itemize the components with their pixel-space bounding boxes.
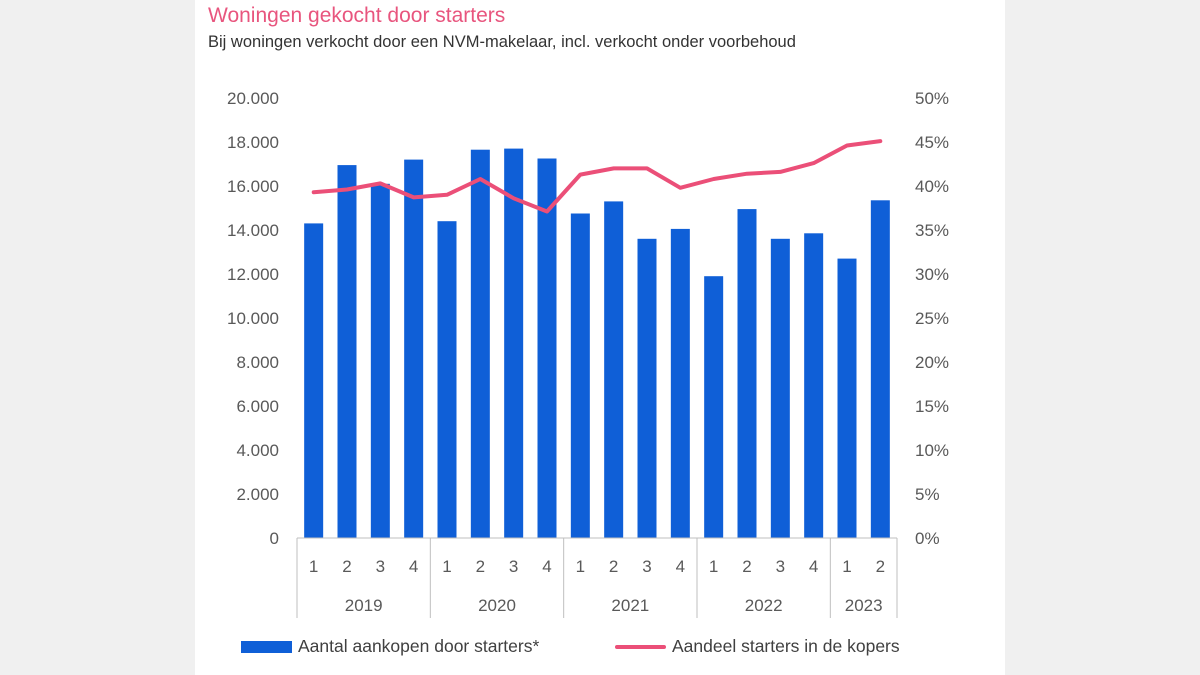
y-left-tick-label: 10.000	[227, 309, 279, 328]
y-right-tick-label: 45%	[915, 133, 949, 152]
bar	[804, 233, 824, 539]
bar	[604, 201, 624, 538]
y-right-tick-label: 25%	[915, 309, 949, 328]
x-tick-label-quarter: 2	[742, 557, 751, 576]
legend-swatch-line	[615, 644, 666, 649]
bar	[704, 276, 724, 538]
bar	[470, 149, 490, 538]
y-right-tick-label: 20%	[915, 353, 949, 372]
bar	[770, 238, 790, 539]
chart-title: Woningen gekocht door starters	[208, 4, 506, 27]
x-tick-label-quarter: 1	[576, 557, 585, 576]
x-tick-label-quarter: 2	[876, 557, 885, 576]
bar	[670, 228, 690, 538]
x-tick-label-quarter: 4	[676, 557, 685, 576]
x-tick-label-quarter: 1	[309, 557, 318, 576]
legend-item-bars: Aantal aankopen door starters*	[241, 636, 539, 657]
y-right-tick-label: 30%	[915, 265, 949, 284]
y-left-tick-label: 20.000	[227, 89, 279, 108]
y-right-tick-label: 35%	[915, 221, 949, 240]
bar	[404, 159, 424, 538]
y-left-tick-label: 6.000	[236, 397, 279, 416]
y-left-tick-label: 14.000	[227, 221, 279, 240]
x-tick-label-quarter: 3	[509, 557, 518, 576]
y-left-tick-label: 16.000	[227, 177, 279, 196]
y-right-tick-label: 50%	[915, 89, 949, 108]
x-tick-label-quarter: 2	[609, 557, 618, 576]
x-tick-label-quarter: 2	[342, 557, 351, 576]
y-left-tick-label: 8.000	[236, 353, 279, 372]
bar	[870, 200, 890, 539]
bar	[437, 221, 457, 538]
x-tick-label-quarter: 4	[409, 557, 418, 576]
bar	[637, 238, 657, 539]
x-tick-label-year: 2020	[478, 596, 516, 615]
bar	[504, 148, 524, 538]
chart-panel: Woningen gekocht door starters Bij wonin…	[195, 0, 1005, 675]
combo-chart: 0 2.000 4.000 6.000 8.000 10.000 12.000 14.000 1…	[227, 89, 949, 618]
bar	[837, 258, 857, 538]
legend: Aantal aankopen door starters* Aandeel s…	[195, 636, 1005, 664]
x-tick-label-year: 2023	[845, 596, 883, 615]
y-left-tick-label: 18.000	[227, 133, 279, 152]
x-tick-label-quarter: 3	[642, 557, 651, 576]
x-tick-label-quarter: 2	[476, 557, 485, 576]
y-right-tick-label: 10%	[915, 441, 949, 460]
x-tick-label-year: 2021	[611, 596, 649, 615]
x-tick-label-year: 2022	[745, 596, 783, 615]
y-right-tick-label: 0%	[915, 529, 940, 548]
x-tick-label-quarter: 1	[442, 557, 451, 576]
y-right-tick-label: 5%	[915, 485, 940, 504]
bar	[304, 223, 324, 538]
bar	[537, 158, 557, 538]
legend-swatch-bars	[241, 640, 292, 653]
bar	[370, 183, 390, 539]
y-right-tick-label: 40%	[915, 177, 949, 196]
x-tick-label-quarter: 1	[842, 557, 851, 576]
x-tick-label-quarter: 1	[709, 557, 718, 576]
x-tick-label-quarter: 3	[376, 557, 385, 576]
bar	[570, 213, 590, 538]
legend-label-line: Aandeel starters in de kopers	[672, 636, 900, 656]
x-tick-label-quarter: 3	[776, 557, 785, 576]
x-tick-label-quarter: 4	[542, 557, 551, 576]
x-tick-label-quarter: 4	[809, 557, 818, 576]
y-left-tick-label: 12.000	[227, 265, 279, 284]
y-left-tick-label: 0	[270, 529, 279, 548]
series-line-aandeel	[311, 139, 883, 214]
y-right-tick-label: 15%	[915, 397, 949, 416]
y-left-tick-label: 2.000	[236, 485, 279, 504]
bar	[337, 165, 357, 538]
legend-label-bars: Aantal aankopen door starters*	[298, 636, 540, 656]
legend-item-line: Aandeel starters in de kopers	[615, 636, 900, 657]
bar	[737, 209, 757, 538]
chart-subtitle: Bij woningen verkocht door een NVM-makel…	[208, 33, 796, 51]
x-tick-label-year: 2019	[345, 596, 383, 615]
y-left-tick-label: 4.000	[236, 441, 279, 460]
